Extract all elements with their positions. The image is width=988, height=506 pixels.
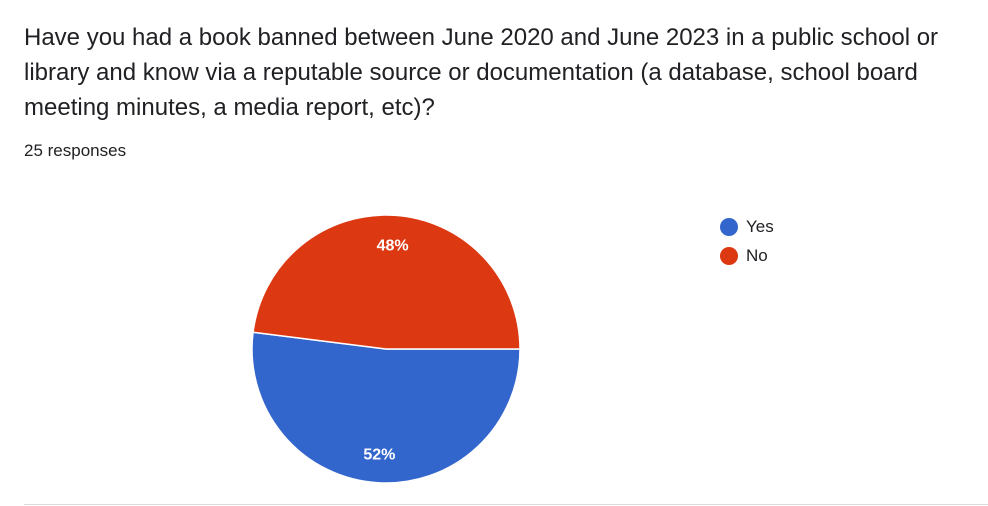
- pie-slice-no[interactable]: [252, 214, 521, 350]
- legend-swatch-no: [720, 246, 738, 265]
- legend-item-no[interactable]: No: [720, 241, 774, 270]
- data-label-yes: 52%: [363, 446, 395, 463]
- data-label-no: 48%: [377, 238, 409, 255]
- legend-item-yes[interactable]: Yes: [720, 212, 774, 241]
- legend-swatch-yes: [720, 217, 738, 236]
- legend: Yes No: [720, 212, 774, 270]
- legend-label-yes: Yes: [746, 216, 774, 236]
- response-count: 25 responses: [24, 141, 127, 160]
- legend-label-no: No: [746, 245, 768, 265]
- question-title: Have you had a book banned between June …: [24, 24, 939, 121]
- pie-slice-yes[interactable]: [251, 331, 521, 484]
- divider: [24, 504, 988, 505]
